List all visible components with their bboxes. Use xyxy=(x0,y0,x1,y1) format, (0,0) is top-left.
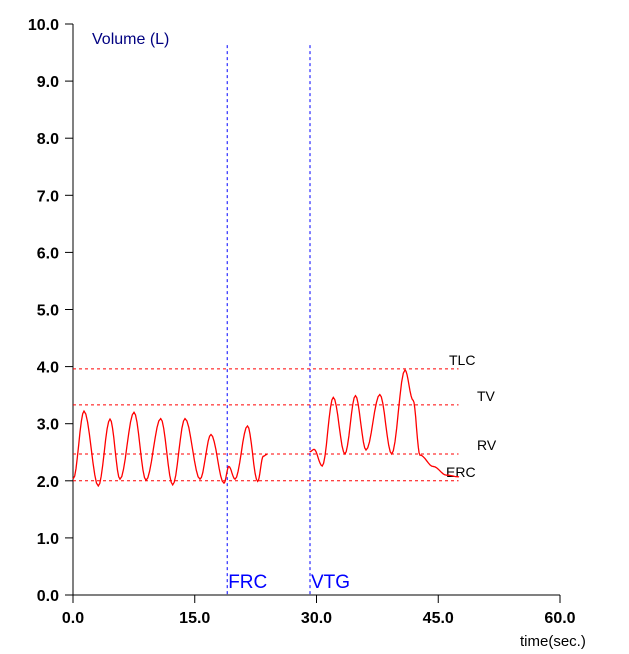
data-point xyxy=(234,478,236,480)
data-point xyxy=(119,478,121,480)
data-point xyxy=(257,480,259,482)
data-point xyxy=(160,417,162,420)
data-point xyxy=(184,417,186,420)
data-point xyxy=(365,449,367,451)
y-tick-label: 2.0 xyxy=(37,474,59,491)
volume-segment-2 xyxy=(309,368,459,478)
x-tick-label: 60.0 xyxy=(544,610,575,627)
data-point xyxy=(412,399,414,401)
y-tick-label: 7.0 xyxy=(37,188,59,205)
data-point xyxy=(445,474,447,476)
data-point xyxy=(109,418,111,420)
data-point xyxy=(97,485,99,487)
data-point xyxy=(332,396,334,399)
x-tick-label: 45.0 xyxy=(423,610,454,627)
reference-label-tv: TV xyxy=(477,388,496,404)
data-point xyxy=(266,453,268,456)
y-tick-label: 9.0 xyxy=(37,74,59,91)
data-point xyxy=(246,425,249,427)
data-point xyxy=(313,448,315,450)
x-tick-label: 0.0 xyxy=(62,610,84,627)
x-axis-label: time(sec.) xyxy=(520,633,586,650)
y-tick-label: 3.0 xyxy=(37,417,59,434)
data-point xyxy=(457,476,460,478)
y-tick-label: 5.0 xyxy=(37,303,59,320)
volume-segment-1 xyxy=(72,409,267,488)
marker-label-vtg: VTG xyxy=(311,572,350,593)
data-point xyxy=(391,453,393,455)
y-tick-label: 6.0 xyxy=(37,245,59,262)
y-tick-label: 10.0 xyxy=(28,17,59,34)
data-point xyxy=(432,465,434,468)
data-point xyxy=(379,393,381,396)
y-tick-label: 0.0 xyxy=(37,588,59,605)
data-point xyxy=(72,477,74,480)
x-tick-label: 15.0 xyxy=(179,610,210,627)
reference-label-tlc: TLC xyxy=(449,352,475,368)
data-point xyxy=(419,454,421,456)
data-point xyxy=(210,433,212,436)
marker-label-frc: FRC xyxy=(228,572,267,593)
y-tick-label: 8.0 xyxy=(37,131,59,148)
reference-label-erc: ERC xyxy=(446,464,476,480)
data-point xyxy=(344,453,346,455)
data-point xyxy=(223,482,225,484)
data-point xyxy=(262,455,264,457)
data-point xyxy=(228,465,230,468)
data-point xyxy=(404,369,406,371)
reference-label-rv: RV xyxy=(477,437,497,453)
y-tick-label: 1.0 xyxy=(37,531,59,548)
y-tick-label: 4.0 xyxy=(37,360,59,377)
data-point xyxy=(354,395,357,397)
data-point xyxy=(321,465,323,467)
data-point xyxy=(172,484,174,486)
data-point xyxy=(83,410,85,412)
data-point xyxy=(145,479,147,481)
data-point xyxy=(199,478,201,480)
data-point xyxy=(309,451,311,453)
data-point xyxy=(133,411,135,413)
y-axis-label: Volume (L) xyxy=(92,31,169,48)
x-tick-label: 30.0 xyxy=(301,610,332,627)
